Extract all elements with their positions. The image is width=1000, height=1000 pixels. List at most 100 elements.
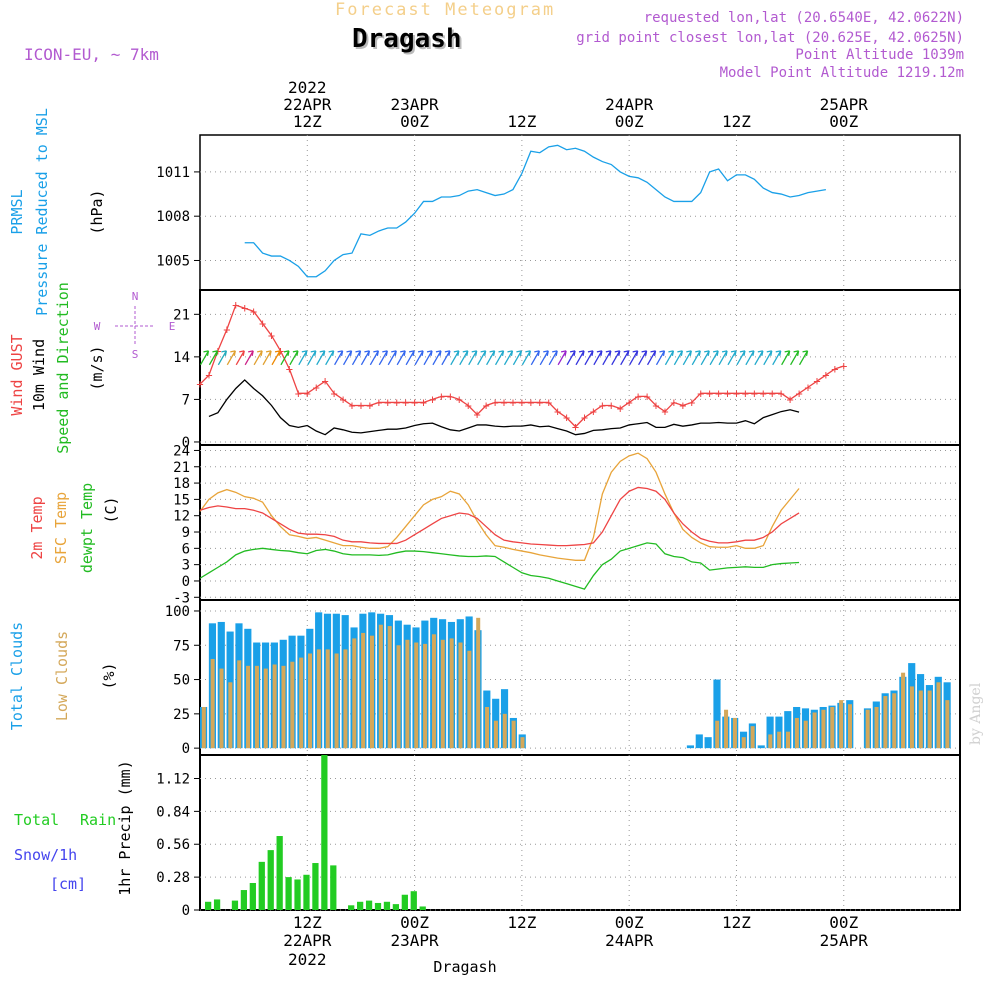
y-tick-label: 1.12	[156, 771, 190, 787]
top-year-label: 2022	[288, 78, 327, 97]
rain-label-a: Total	[14, 811, 59, 829]
top-hour-label: 12Z	[507, 112, 536, 131]
low-cloud-bar	[493, 720, 498, 749]
wind-dir-arrow	[503, 350, 514, 366]
wind-dir-arrowhead	[543, 350, 549, 356]
wind-dir-arrow	[405, 350, 415, 366]
wind-dir-arrow	[369, 350, 379, 366]
bottom-hour-label: 12Z	[507, 913, 536, 932]
low-cloud-bar	[724, 709, 729, 749]
wind-dir-arrowhead	[793, 350, 800, 356]
y-tick-label: 15	[173, 492, 190, 508]
rain-bar	[294, 879, 301, 910]
wind-dir-arrow	[763, 350, 773, 366]
wind-dir-arrowhead	[802, 350, 809, 356]
low-cloud-bar	[502, 713, 507, 749]
wind-dir-arrowhead	[525, 350, 531, 356]
rain-bar	[249, 882, 256, 910]
wind-dir-arrow	[351, 350, 362, 366]
low-cloud-bar	[839, 700, 844, 749]
wind-dir-arrowhead	[203, 350, 210, 356]
low-cloud-bar	[732, 717, 737, 749]
chart-title: Forecast Meteogram	[335, 0, 556, 20]
wind-dir-arrow	[459, 350, 469, 366]
wind-dir-arrowhead	[408, 350, 415, 356]
wind-dir-arrowhead	[730, 350, 737, 356]
low-cloud-bar	[874, 706, 879, 749]
wind-dir-arrow	[396, 350, 406, 366]
low-clouds-label: Low Clouds	[53, 631, 71, 721]
wind-dir-arrow	[781, 350, 791, 366]
wind-dir-arrowhead	[578, 350, 585, 356]
top-hour-label: 12Z	[722, 112, 751, 131]
low-cloud-bar	[290, 661, 295, 749]
low-cloud-bar	[414, 642, 419, 749]
total-cloud-bar	[713, 679, 721, 749]
wind-dir-arrowhead	[400, 350, 406, 356]
rain-bar	[419, 906, 426, 910]
y-tick-label: 25	[173, 707, 190, 723]
wind-dir-arrow	[798, 350, 809, 366]
low-cloud-bar	[812, 712, 817, 749]
wind-dir-arrow	[629, 350, 639, 366]
y-tick-label: 0	[182, 435, 190, 451]
low-cloud-bar	[830, 706, 835, 749]
low-cloud-bar	[476, 617, 481, 749]
wind-dir-arrowhead	[596, 350, 603, 356]
wind-dir-arrow	[280, 350, 290, 366]
low-cloud-bar	[210, 658, 215, 749]
wind-dir-arrowhead	[784, 350, 791, 356]
wind-dir-arrow	[557, 350, 567, 366]
rain-bar	[374, 902, 382, 910]
low-cloud-bar	[794, 717, 799, 749]
wind-dir-arrow	[727, 350, 737, 366]
wind-dir-arrow	[271, 350, 281, 366]
wind-dir-arrowhead	[426, 350, 433, 356]
low-cloud-bar	[821, 709, 826, 749]
rain-bar	[330, 865, 337, 910]
wind-dir-arrow	[700, 350, 710, 366]
wind-dir-arrowhead	[480, 350, 487, 356]
wind-dir-arrowhead	[310, 350, 317, 356]
y-tick-label: 100	[165, 604, 190, 620]
wind-dir-arrowhead	[364, 350, 371, 356]
rain-bar	[231, 900, 239, 910]
wind-dir-arrow	[262, 350, 272, 366]
wind-dir-arrow	[664, 350, 674, 366]
wind-dir-arrowhead	[471, 350, 478, 356]
wind-dir-arrowhead	[775, 350, 782, 356]
bottom-hour-label: 00Z	[400, 913, 429, 932]
compass-n: N	[132, 290, 139, 303]
wind-dir-arrowhead	[721, 350, 728, 356]
wind-dir-arrow	[316, 350, 326, 366]
pressure-unit: (hPa)	[88, 189, 106, 234]
wind-dir-arrowhead	[757, 350, 764, 356]
y-tick-label: 14	[173, 350, 190, 366]
top-date-label: 23APR	[391, 95, 440, 114]
y-tick-label: 21	[173, 307, 190, 323]
wind-dir-arrowhead	[587, 350, 594, 356]
wind-dir-arrowhead	[319, 350, 326, 356]
y-tick-label: 3	[182, 558, 190, 574]
wind-dir-arrow	[334, 350, 344, 366]
wind-dir-arrowhead	[382, 350, 388, 356]
low-cloud-bar	[750, 726, 755, 749]
wind-dir-arrow	[620, 350, 630, 366]
y-tick-label: 0	[182, 903, 190, 919]
y-tick-label: 18	[173, 476, 190, 492]
y-tick-label: 0.84	[156, 804, 190, 820]
wind-dir-arrowhead	[248, 350, 254, 356]
wind-dir-arrow	[745, 350, 755, 366]
wind-dir-arrow	[253, 350, 263, 366]
model-label: ICON-EU, ~ 7km	[24, 45, 159, 64]
wind-dir-arrow	[584, 350, 594, 366]
wind-dir-arrowhead	[212, 350, 219, 356]
wind-dir-arrowhead	[283, 350, 290, 356]
low-cloud-bar	[520, 737, 525, 749]
wind-dir-arrow	[414, 350, 424, 366]
wind-dir-arrow	[521, 350, 531, 366]
station-name: Dragash	[352, 24, 462, 54]
low-cloud-bar	[786, 731, 791, 749]
